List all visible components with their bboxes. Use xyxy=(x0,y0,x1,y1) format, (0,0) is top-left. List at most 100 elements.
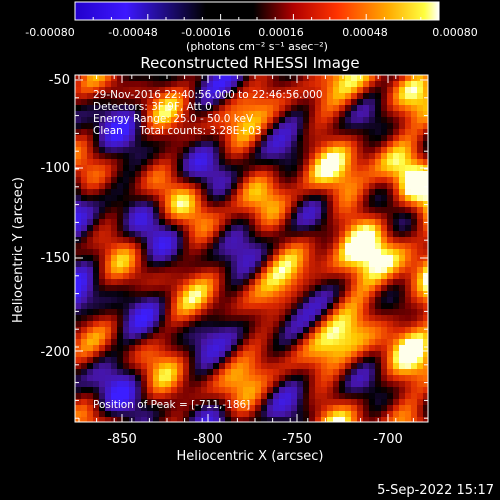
image-pixel xyxy=(99,237,105,243)
image-pixel xyxy=(87,105,93,111)
image-pixel xyxy=(249,117,255,123)
image-pixel xyxy=(141,105,147,111)
image-pixel xyxy=(159,399,165,405)
image-pixel xyxy=(315,111,321,117)
image-pixel xyxy=(423,189,428,195)
image-pixel xyxy=(309,363,315,369)
image-pixel xyxy=(201,267,207,273)
y-tick-label: -200 xyxy=(40,345,70,360)
image-pixel xyxy=(147,171,153,177)
image-pixel xyxy=(207,279,213,285)
image-pixel xyxy=(255,381,261,387)
image-pixel xyxy=(99,219,105,225)
image-pixel xyxy=(255,75,261,81)
image-pixel xyxy=(177,117,183,123)
image-pixel xyxy=(249,129,255,135)
image-pixel xyxy=(375,291,381,297)
image-pixel xyxy=(141,207,147,213)
image-pixel xyxy=(129,321,135,327)
image-pixel xyxy=(291,261,297,267)
image-pixel xyxy=(405,225,411,231)
image-pixel xyxy=(93,171,99,177)
image-pixel xyxy=(153,99,159,105)
image-pixel xyxy=(279,231,285,237)
image-pixel xyxy=(279,261,285,267)
image-pixel xyxy=(195,303,201,309)
image-pixel xyxy=(351,141,357,147)
image-pixel xyxy=(81,345,87,351)
image-pixel xyxy=(261,333,267,339)
image-pixel xyxy=(207,237,213,243)
image-pixel xyxy=(387,207,393,213)
image-pixel xyxy=(81,297,87,303)
image-pixel xyxy=(225,141,231,147)
image-pixel xyxy=(147,381,153,387)
image-pixel xyxy=(231,321,237,327)
image-pixel xyxy=(369,93,375,99)
image-pixel xyxy=(327,123,333,129)
image-pixel xyxy=(189,345,195,351)
image-pixel xyxy=(111,387,117,393)
image-pixel xyxy=(117,75,123,81)
image-pixel xyxy=(399,393,405,399)
image-pixel xyxy=(147,159,153,165)
image-pixel xyxy=(147,261,153,267)
image-pixel xyxy=(315,183,321,189)
image-pixel xyxy=(327,333,333,339)
image-pixel xyxy=(171,117,177,123)
image-pixel xyxy=(369,165,375,171)
image-pixel xyxy=(261,369,267,375)
image-pixel xyxy=(387,231,393,237)
image-pixel xyxy=(81,81,87,87)
image-pixel xyxy=(153,363,159,369)
image-pixel xyxy=(351,237,357,243)
image-pixel xyxy=(273,303,279,309)
image-pixel xyxy=(297,375,303,381)
image-pixel xyxy=(231,189,237,195)
image-pixel xyxy=(261,279,267,285)
image-pixel xyxy=(93,279,99,285)
image-pixel xyxy=(339,195,345,201)
image-pixel xyxy=(171,279,177,285)
image-pixel xyxy=(243,285,249,291)
image-pixel xyxy=(201,279,207,285)
image-pixel xyxy=(207,99,213,105)
image-pixel xyxy=(315,291,321,297)
image-pixel xyxy=(147,339,153,345)
image-pixel xyxy=(297,75,303,81)
image-pixel xyxy=(315,273,321,279)
image-pixel xyxy=(267,183,273,189)
image-pixel xyxy=(123,411,129,417)
image-pixel xyxy=(267,339,273,345)
image-pixel xyxy=(135,255,141,261)
image-pixel xyxy=(225,297,231,303)
image-pixel xyxy=(81,411,87,417)
image-pixel xyxy=(423,129,428,135)
image-pixel xyxy=(117,417,123,422)
image-pixel xyxy=(213,315,219,321)
image-pixel xyxy=(273,123,279,129)
image-pixel xyxy=(375,123,381,129)
image-pixel xyxy=(339,213,345,219)
image-pixel xyxy=(201,345,207,351)
image-pixel xyxy=(327,183,333,189)
image-pixel xyxy=(321,99,327,105)
image-pixel xyxy=(207,381,213,387)
image-pixel xyxy=(183,189,189,195)
image-pixel xyxy=(417,171,423,177)
image-pixel xyxy=(405,153,411,159)
image-pixel xyxy=(153,135,159,141)
image-pixel xyxy=(75,249,81,255)
image-pixel xyxy=(147,231,153,237)
image-pixel xyxy=(339,273,345,279)
image-pixel xyxy=(219,201,225,207)
image-pixel xyxy=(255,297,261,303)
image-pixel xyxy=(375,93,381,99)
image-pixel xyxy=(93,243,99,249)
image-pixel xyxy=(417,201,423,207)
image-pixel xyxy=(189,285,195,291)
image-pixel xyxy=(309,171,315,177)
image-pixel xyxy=(423,225,428,231)
image-pixel xyxy=(249,243,255,249)
